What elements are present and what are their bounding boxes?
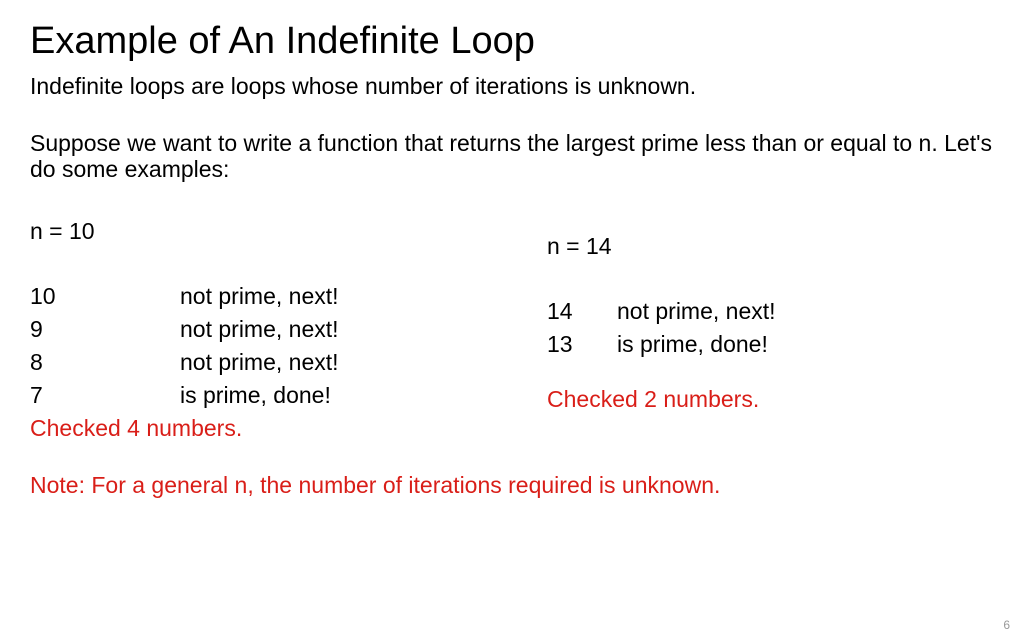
example-right-header: n = 14 — [547, 233, 994, 260]
check-row: 7 is prime, done! — [30, 382, 477, 409]
check-row: 8 not prime, next! — [30, 349, 477, 376]
check-number: 8 — [30, 349, 180, 376]
check-number: 13 — [547, 331, 617, 358]
slide-title: Example of An Indefinite Loop — [30, 20, 994, 63]
example-right-summary: Checked 2 numbers. — [547, 386, 994, 413]
example-left-header: n = 10 — [30, 218, 477, 245]
example-left-summary: Checked 4 numbers. — [30, 415, 477, 442]
example-left: n = 10 10 not prime, next! 9 not prime, … — [30, 218, 477, 442]
check-result: is prime, done! — [180, 382, 331, 409]
check-number: 7 — [30, 382, 180, 409]
check-row: 13 is prime, done! — [547, 331, 994, 358]
check-row: 9 not prime, next! — [30, 316, 477, 343]
page-number: 6 — [1003, 618, 1010, 632]
example-right: n = 14 14 not prime, next! 13 is prime, … — [547, 218, 994, 442]
check-result: is prime, done! — [617, 331, 768, 358]
check-row: 10 not prime, next! — [30, 283, 477, 310]
check-number: 10 — [30, 283, 180, 310]
check-result: not prime, next! — [180, 349, 339, 376]
examples-container: n = 10 10 not prime, next! 9 not prime, … — [30, 218, 994, 442]
check-result: not prime, next! — [617, 298, 776, 325]
check-number: 9 — [30, 316, 180, 343]
note-text: Note: For a general n, the number of ite… — [30, 472, 994, 499]
intro-text: Indefinite loops are loops whose number … — [30, 73, 994, 100]
check-result: not prime, next! — [180, 316, 339, 343]
check-row: 14 not prime, next! — [547, 298, 994, 325]
check-number: 14 — [547, 298, 617, 325]
check-result: not prime, next! — [180, 283, 339, 310]
description-text: Suppose we want to write a function that… — [30, 130, 994, 183]
